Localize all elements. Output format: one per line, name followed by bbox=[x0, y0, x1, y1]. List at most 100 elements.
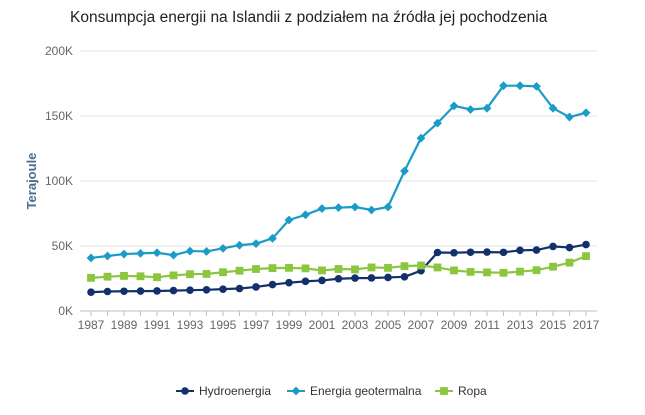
data-point-energia-geotermalna bbox=[482, 103, 492, 113]
data-point-hydroenergia bbox=[186, 286, 194, 295]
data-point-hydroenergia bbox=[219, 285, 227, 293]
data-point-ropa bbox=[532, 266, 541, 275]
data-point-hydroenergia bbox=[384, 273, 392, 282]
data-point-energia-geotermalna bbox=[532, 81, 541, 91]
data-point-hydroenergia bbox=[334, 274, 343, 283]
data-point-energia-geotermalna bbox=[499, 81, 508, 91]
series-hydroenergia bbox=[87, 240, 590, 296]
data-point-ropa bbox=[235, 266, 244, 275]
data-point-ropa bbox=[466, 267, 475, 276]
y-tick-label: 200K bbox=[45, 44, 73, 58]
data-point-ropa bbox=[268, 264, 277, 272]
data-point-hydroenergia bbox=[466, 248, 475, 257]
data-point-ropa bbox=[169, 271, 178, 280]
data-point-energia-geotermalna bbox=[466, 105, 475, 114]
data-point-hydroenergia bbox=[499, 248, 508, 257]
data-point-ropa bbox=[433, 263, 442, 272]
data-point-ropa bbox=[450, 266, 458, 275]
data-point-energia-geotermalna bbox=[367, 205, 376, 215]
data-point-hydroenergia bbox=[120, 287, 128, 296]
data-point-energia-geotermalna bbox=[268, 233, 277, 243]
data-point-energia-geotermalna bbox=[218, 243, 228, 253]
data-point-energia-geotermalna bbox=[136, 249, 145, 258]
legend-item-ropa: Ropa bbox=[435, 384, 487, 398]
data-point-hydroenergia bbox=[235, 284, 244, 293]
data-point-energia-geotermalna bbox=[119, 249, 129, 259]
data-point-energia-geotermalna bbox=[416, 133, 426, 143]
y-tick-label: 50K bbox=[52, 239, 73, 253]
data-point-hydroenergia bbox=[367, 274, 376, 282]
data-point-ropa bbox=[483, 268, 491, 277]
x-tick-label: 2011 bbox=[474, 318, 500, 332]
data-point-energia-geotermalna bbox=[383, 202, 393, 212]
x-tick-label: 2003 bbox=[342, 318, 369, 332]
legend-marker bbox=[291, 386, 301, 396]
y-tick-label: 100K bbox=[45, 174, 73, 188]
data-point-ropa bbox=[400, 262, 409, 271]
data-point-energia-geotermalna bbox=[86, 253, 96, 263]
data-point-ropa bbox=[334, 265, 343, 273]
x-tick-label: 2015 bbox=[540, 318, 567, 332]
data-point-hydroenergia bbox=[169, 286, 178, 295]
series-ropa bbox=[87, 252, 590, 282]
x-tick-label: 1987 bbox=[78, 318, 105, 332]
data-point-ropa bbox=[186, 270, 194, 279]
data-point-ropa bbox=[367, 263, 376, 272]
data-point-ropa bbox=[565, 258, 574, 267]
data-point-ropa bbox=[120, 272, 128, 280]
data-point-hydroenergia bbox=[301, 277, 310, 286]
series-energia-geotermalna bbox=[86, 81, 591, 263]
data-point-energia-geotermalna bbox=[565, 112, 574, 122]
x-tick-label: 2013 bbox=[507, 318, 534, 332]
x-tick-label: 2001 bbox=[309, 318, 336, 332]
data-point-ropa bbox=[87, 273, 95, 282]
data-point-ropa bbox=[219, 268, 227, 277]
data-point-hydroenergia bbox=[318, 276, 326, 285]
y-axis-label: Terajoule bbox=[24, 153, 39, 210]
data-point-ropa bbox=[285, 263, 293, 272]
data-point-energia-geotermalna bbox=[103, 251, 112, 261]
data-point-energia-geotermalna bbox=[317, 204, 327, 213]
data-point-hydroenergia bbox=[450, 248, 458, 257]
data-point-ropa bbox=[417, 261, 425, 270]
data-point-hydroenergia bbox=[565, 243, 574, 252]
data-point-energia-geotermalna bbox=[284, 215, 294, 225]
data-point-ropa bbox=[252, 265, 260, 273]
x-tick-label: 2007 bbox=[408, 318, 435, 332]
data-point-hydroenergia bbox=[136, 287, 145, 295]
data-point-energia-geotermalna bbox=[449, 101, 459, 111]
data-point-energia-geotermalna bbox=[433, 118, 442, 128]
data-point-hydroenergia bbox=[252, 283, 260, 291]
data-point-energia-geotermalna bbox=[400, 166, 409, 176]
data-point-ropa bbox=[549, 262, 557, 271]
data-point-hydroenergia bbox=[87, 288, 95, 296]
data-point-ropa bbox=[351, 265, 359, 274]
data-point-hydroenergia bbox=[285, 278, 293, 287]
y-tick-label: 0K bbox=[58, 304, 73, 318]
x-tick-label: 1997 bbox=[243, 318, 270, 332]
data-point-energia-geotermalna bbox=[581, 108, 591, 118]
data-point-energia-geotermalna bbox=[235, 240, 244, 250]
x-tick-label: 1991 bbox=[144, 318, 171, 332]
data-point-hydroenergia bbox=[582, 240, 590, 249]
legend-item-energia-geotermalna: Energia geotermalna bbox=[287, 384, 422, 398]
data-point-energia-geotermalna bbox=[548, 103, 558, 113]
data-point-hydroenergia bbox=[400, 273, 409, 281]
data-point-ropa bbox=[153, 273, 161, 282]
data-point-energia-geotermalna bbox=[202, 247, 211, 256]
x-tick-label: 1999 bbox=[276, 318, 303, 332]
data-point-hydroenergia bbox=[433, 248, 442, 257]
data-point-energia-geotermalna bbox=[185, 246, 195, 256]
legend-label: Energia geotermalna bbox=[310, 384, 422, 398]
legend-label: Ropa bbox=[458, 384, 487, 398]
data-point-ropa bbox=[582, 252, 590, 261]
data-point-hydroenergia bbox=[549, 242, 557, 251]
data-point-energia-geotermalna bbox=[515, 81, 525, 91]
data-point-ropa bbox=[516, 267, 524, 276]
data-point-ropa bbox=[136, 272, 145, 281]
x-tick-label: 2017 bbox=[573, 318, 600, 332]
data-point-ropa bbox=[301, 264, 310, 273]
data-point-energia-geotermalna bbox=[152, 248, 162, 258]
x-tick-label: 2005 bbox=[375, 318, 402, 332]
